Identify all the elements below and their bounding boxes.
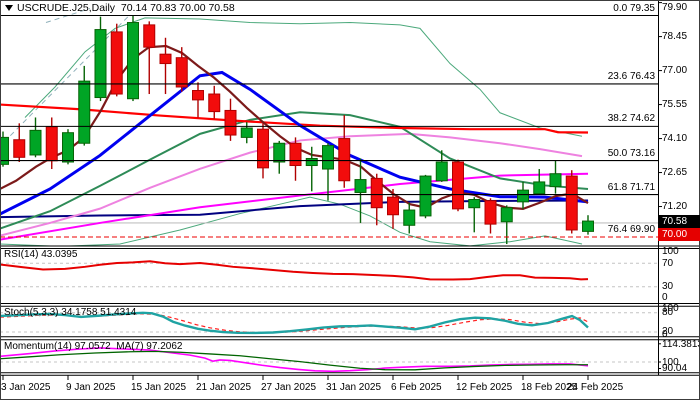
date-axis-label: 24 Feb 2025 (567, 382, 624, 393)
momentum-axis-label: 114.3813 (662, 338, 700, 350)
candle-bullish (403, 209, 416, 226)
candle-bullish (0, 136, 9, 165)
date-axis-label: 9 Jan 2025 (66, 382, 116, 393)
candle-bearish (45, 126, 58, 162)
chevron-down-icon[interactable] (5, 5, 13, 11)
current-price-badge: 70.58 (658, 214, 700, 228)
candle-bearish (13, 139, 26, 158)
candle-bullish (354, 179, 367, 193)
candle-bullish (500, 207, 513, 223)
stoch-axis-label: 80 (662, 307, 674, 319)
date-axis-label: 6 Feb 2025 (391, 382, 442, 393)
date-axis-label: 21 Jan 2025 (196, 382, 252, 393)
fib-level-label: 23.6 76.43 (607, 70, 655, 82)
ma-green (0, 111, 589, 230)
date-axis-label: 31 Jan 2025 (326, 382, 382, 393)
candle-bullish (517, 189, 529, 203)
rsi-line (0, 260, 589, 281)
momentum-value-label: Momentum(14) 97.0572 (4, 341, 111, 352)
rsi-axis-label: 100 (662, 246, 679, 257)
momentum-axis-label: 100 (662, 356, 679, 368)
fib-level-label: 76.4 69.90 (607, 224, 655, 235)
symbol-period-label: USCRUDE.J25,Daily (17, 2, 116, 14)
candle-bullish (468, 199, 481, 209)
trendline-dashed-1 (3, 16, 129, 143)
date-axis-label: 3 Jan 2025 (1, 382, 51, 393)
rsi-axis-label: 0 (662, 292, 668, 303)
candle-bearish (257, 128, 269, 169)
rsi-axis-label: 30 (662, 281, 674, 293)
candle-bullish (549, 173, 562, 188)
price-axis-label: 74.10 (662, 132, 688, 144)
candle-bullish (29, 129, 42, 156)
bid-price-badge: 70.00 (658, 228, 700, 242)
candle-bearish (110, 31, 123, 95)
price-axis-label: 75.55 (662, 98, 688, 110)
candle-bearish (192, 90, 204, 101)
date-axis-label: 18 Feb 2025 (521, 382, 578, 393)
stoch-axis-label: 100 (662, 303, 679, 314)
rsi-axis-label: 70 (662, 257, 674, 269)
ma-blue (0, 70, 589, 216)
candle-bearish (143, 24, 156, 48)
candle-bearish (370, 177, 383, 209)
candle-bearish (289, 142, 302, 167)
date-axis-label: 12 Feb 2025 (456, 382, 513, 393)
momentum-line (0, 347, 589, 373)
price-axis-label: 79.90 (662, 2, 688, 13)
trendline-dashed-2 (45, 7, 91, 24)
candle-bullish (127, 22, 139, 100)
date-axis-label: 15 Jan 2025 (131, 382, 187, 393)
price-axis-label: 77.00 (662, 64, 688, 76)
candle-bearish (208, 93, 221, 113)
stoch-indicator-label: Stoch(5,3,3) 34.1758 51.4314 (4, 307, 137, 318)
candle-bullish (94, 29, 107, 99)
candle-bullish (582, 220, 594, 232)
fib-level-label: 0.0 79.35 (613, 2, 655, 14)
candle-bullish (305, 157, 318, 167)
ma-navy (0, 199, 589, 219)
candle-bullish (78, 80, 91, 144)
ma-magenta (0, 172, 589, 241)
momentum-indicator-label: Momentum(14) 97.0572 MA(7) 97.2062 (4, 341, 182, 352)
price-axis-label: 71.20 (662, 200, 688, 212)
fib-level-label: 38.2 74.62 (607, 113, 655, 125)
momentum-axis-label: 90.04 (662, 363, 688, 374)
ohlc-values: 70.14 70.83 70.00 70.58 (120, 2, 235, 14)
candle-bullish (533, 181, 546, 195)
rsi-indicator-label: RSI(14) 43.0395 (4, 249, 78, 260)
fib-level-label: 61.8 71.71 (607, 181, 655, 193)
momentum-ma-line (0, 350, 588, 371)
ma-violet (0, 132, 583, 237)
price-axis-label: 78.45 (662, 30, 688, 42)
momentum-ma-value-label: MA(7) 97.2062 (116, 341, 183, 352)
candle-bullish (322, 145, 334, 170)
candle-bearish (387, 196, 399, 216)
candle-bullish (273, 142, 286, 163)
chart-title-ohlc: USCRUDE.J25,Daily 70.14 70.83 70.00 70.5… (17, 2, 235, 14)
date-axis-label: 27 Jan 2025 (261, 382, 317, 393)
candle-bullish (240, 127, 253, 138)
price-axis-label: 72.65 (662, 166, 688, 178)
candle-bullish (419, 175, 432, 217)
candle-bearish (565, 175, 578, 231)
candle-bullish (435, 161, 448, 182)
stoch-main-line (0, 311, 589, 335)
candle-bearish (224, 109, 237, 136)
stoch-axis-label: 0 (662, 328, 668, 340)
candle-bearish (484, 200, 497, 225)
candle-bearish (452, 161, 464, 210)
candle-bullish (62, 132, 74, 163)
stoch-axis-label: 20 (662, 326, 674, 337)
candle-bearish (338, 138, 351, 182)
fib-level-label: 50.0 73.16 (607, 147, 655, 159)
candle-bearish (175, 57, 188, 88)
candle-bearish (159, 53, 172, 65)
